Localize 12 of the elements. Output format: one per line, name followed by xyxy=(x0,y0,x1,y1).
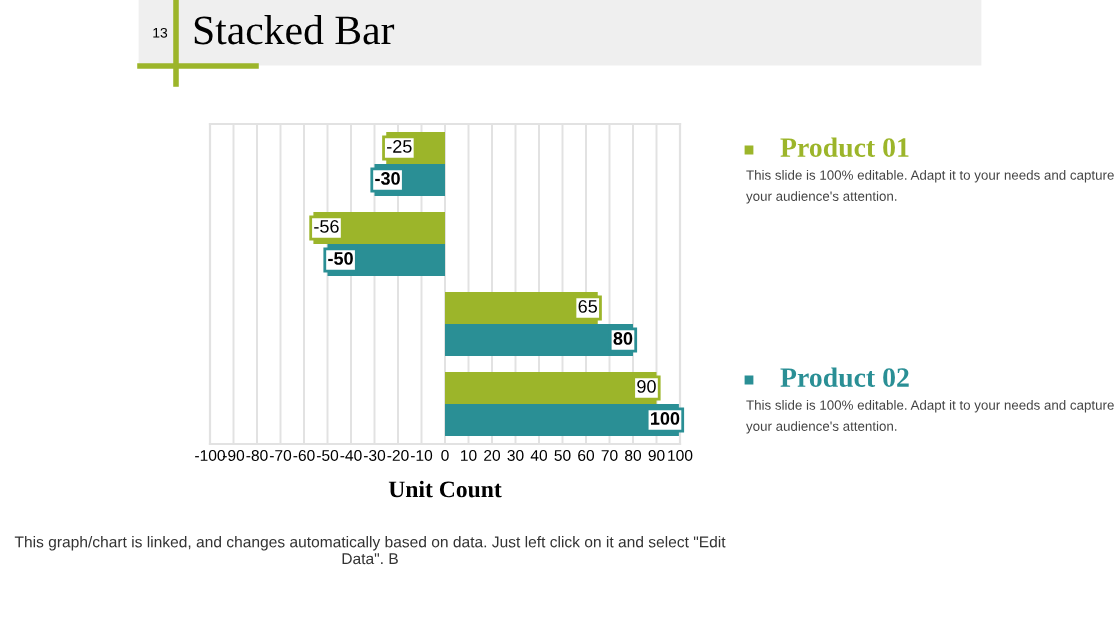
legend-label: Product 02 xyxy=(780,367,909,388)
data-label: 100 xyxy=(651,412,680,425)
data-label: 90 xyxy=(637,380,656,393)
chart-title: Stacked Bar xyxy=(194,15,395,45)
data-label: -30 xyxy=(375,172,400,185)
x-axis-title: Unit Count xyxy=(388,480,502,498)
data-label: 80 xyxy=(613,332,633,345)
data-label: 65 xyxy=(578,300,597,313)
legend-label: Product 01 xyxy=(780,137,909,158)
data-label: -50 xyxy=(328,252,353,265)
data-label: -25 xyxy=(387,140,412,153)
data-label: -56 xyxy=(314,220,339,233)
